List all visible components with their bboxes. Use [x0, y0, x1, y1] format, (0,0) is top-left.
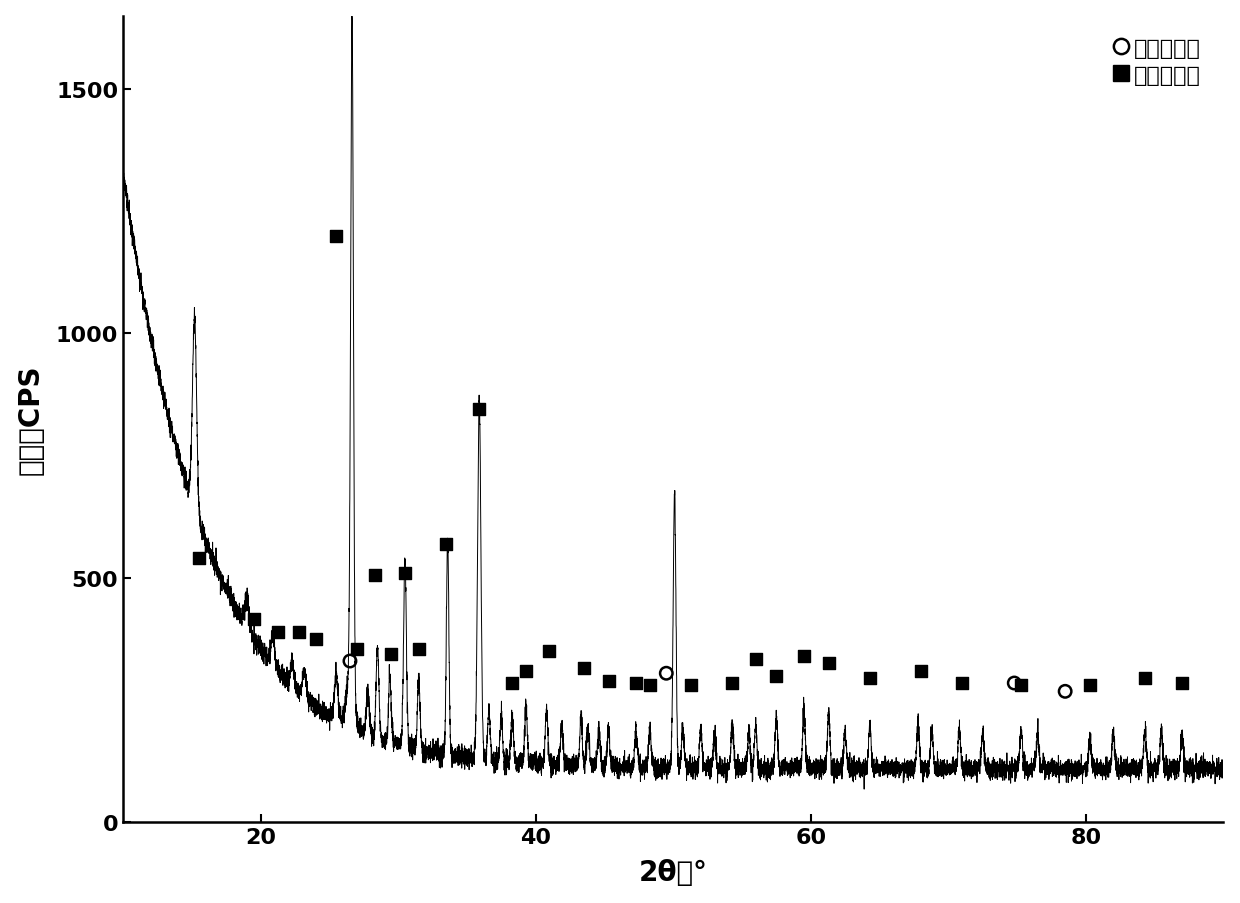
Point [340, 654, 360, 668]
Point [626, 676, 646, 691]
Point [381, 647, 401, 661]
Point [794, 649, 813, 664]
Point [911, 664, 931, 678]
Point [436, 537, 456, 552]
Point [1135, 671, 1154, 685]
Point [469, 403, 489, 417]
Point [599, 674, 619, 688]
Legend: 六方氮化硜, 单斜镘长石: 六方氮化硜, 单斜镘长石 [1101, 28, 1213, 97]
Point [1055, 684, 1075, 699]
Point [539, 645, 559, 659]
Point [952, 676, 972, 691]
Point [640, 678, 660, 693]
Point [516, 664, 536, 678]
Point [681, 678, 701, 693]
Point [723, 676, 743, 691]
Point [1080, 678, 1100, 693]
Point [574, 661, 594, 675]
Point [1012, 678, 1032, 693]
Point [859, 671, 879, 685]
Point [365, 569, 384, 583]
Point [269, 625, 289, 639]
Point [1004, 676, 1024, 691]
Point [1172, 676, 1192, 691]
Point [396, 566, 415, 581]
Point [818, 656, 838, 671]
Point [188, 552, 208, 566]
Point [326, 229, 346, 244]
Point [745, 652, 765, 666]
Point [502, 676, 522, 691]
Point [656, 666, 676, 681]
Point [409, 642, 429, 656]
Point [305, 632, 325, 647]
Point [347, 642, 367, 656]
Point [766, 669, 786, 684]
Point [244, 612, 264, 627]
X-axis label: 2θ，°: 2θ，° [639, 859, 708, 887]
Y-axis label: 强度，CPS: 强度，CPS [16, 364, 45, 475]
Point [289, 625, 309, 639]
